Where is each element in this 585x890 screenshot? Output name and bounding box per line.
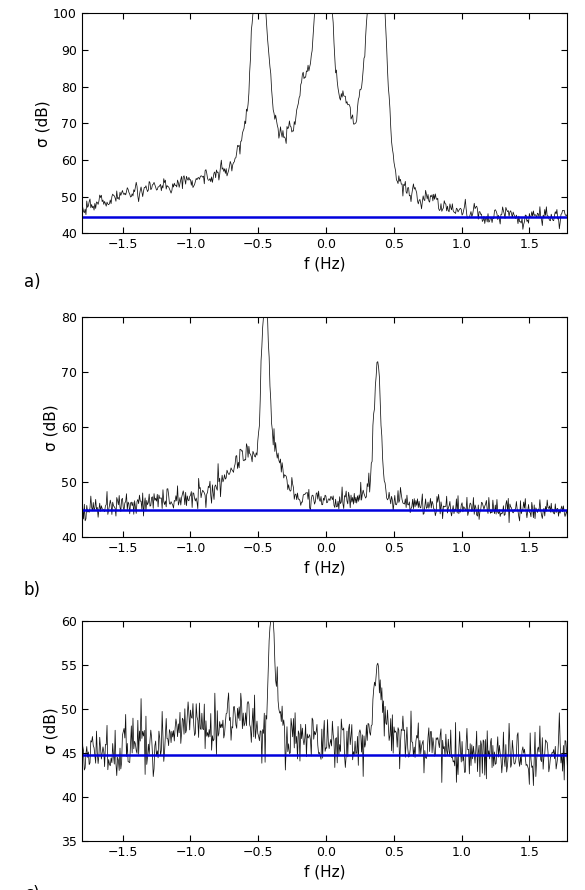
Text: a): a) [23,273,40,291]
Y-axis label: σ (dB): σ (dB) [43,708,59,755]
X-axis label: f (Hz): f (Hz) [304,257,345,272]
X-axis label: f (Hz): f (Hz) [304,864,345,879]
X-axis label: f (Hz): f (Hz) [304,561,345,576]
Y-axis label: σ (dB): σ (dB) [43,404,59,450]
Text: b): b) [23,581,40,599]
Text: c): c) [23,885,39,890]
Y-axis label: σ (dB): σ (dB) [35,100,50,147]
